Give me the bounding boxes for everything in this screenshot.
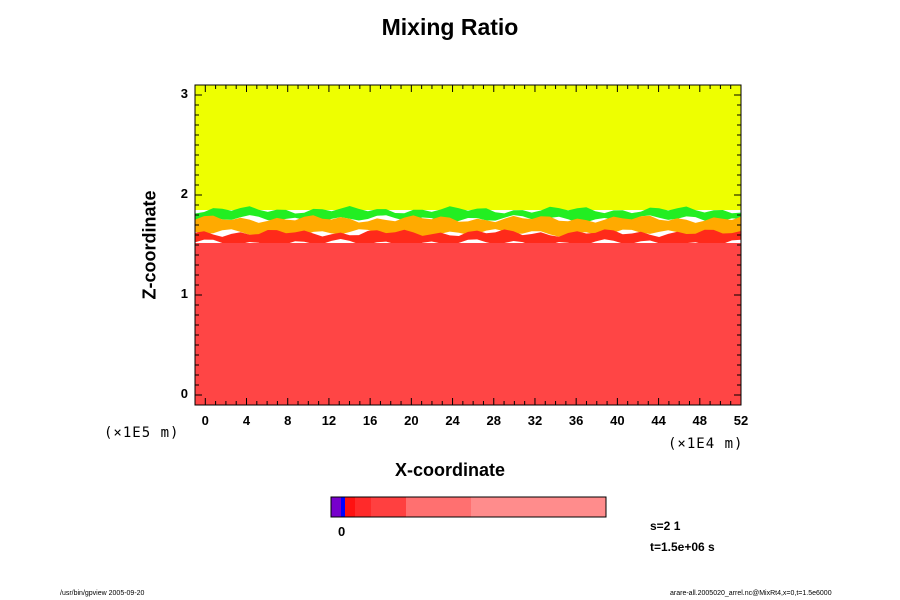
y-axis-label: Z-coordinate (139, 190, 160, 300)
x-tick-label: 0 (201, 413, 209, 428)
field-band-transition-red (195, 229, 741, 247)
colorbar-segment (371, 497, 406, 517)
footer-left: /usr/bin/gpview 2005-09-20 (60, 590, 145, 597)
x-tick-label: 16 (362, 413, 378, 428)
y-tick-label: 1 (180, 286, 188, 301)
x-tick-label: 52 (733, 413, 749, 428)
y-tick-label: 2 (180, 186, 188, 201)
field-band-lower-fill (195, 250, 741, 405)
colorbar (330, 496, 607, 518)
axis-ticks (194, 85, 742, 405)
colorbar-segment (406, 497, 471, 517)
colorbar-segment (331, 497, 341, 517)
x-tick-label: 4 (242, 413, 251, 428)
colorbar-label: 0 (338, 524, 346, 539)
x-axis-unit: (×1E4 m) (668, 436, 744, 452)
colorbar-segment (471, 497, 606, 517)
x-tick-label: 8 (284, 413, 292, 428)
colorbar-frame (330, 496, 607, 518)
chart-title: Mixing Ratio (381, 14, 519, 40)
x-axis-label: X-coordinate (394, 460, 505, 480)
x-tick-label: 44 (651, 413, 666, 428)
field-band-transition-green (195, 206, 741, 223)
y-tick-label: 3 (180, 86, 188, 101)
x-tick-label: 48 (692, 413, 708, 428)
colorbar-segment (355, 497, 371, 517)
x-tick-label: 32 (527, 413, 543, 428)
x-tick-label: 36 (568, 413, 584, 428)
colorbar-segment (345, 497, 355, 517)
y-tick-label: 0 (180, 386, 188, 401)
x-tick-label: 28 (486, 413, 501, 428)
colorbar-segment (341, 497, 345, 517)
footer-right: arare-all.2005020_arrel.nc@MixRt4,x=0,t=… (670, 590, 832, 597)
field-band-upper (195, 85, 741, 210)
step-info: s=2 1 (650, 519, 681, 533)
x-tick-label: 20 (404, 413, 419, 428)
y-axis-unit: (×1E5 m) (104, 425, 180, 441)
time-info: t=1.5e+06 s (650, 540, 715, 554)
x-tick-label: 12 (321, 413, 337, 428)
x-tick-label: 40 (610, 413, 625, 428)
x-tick-label: 24 (445, 413, 460, 428)
mixing-ratio-field (195, 85, 741, 405)
